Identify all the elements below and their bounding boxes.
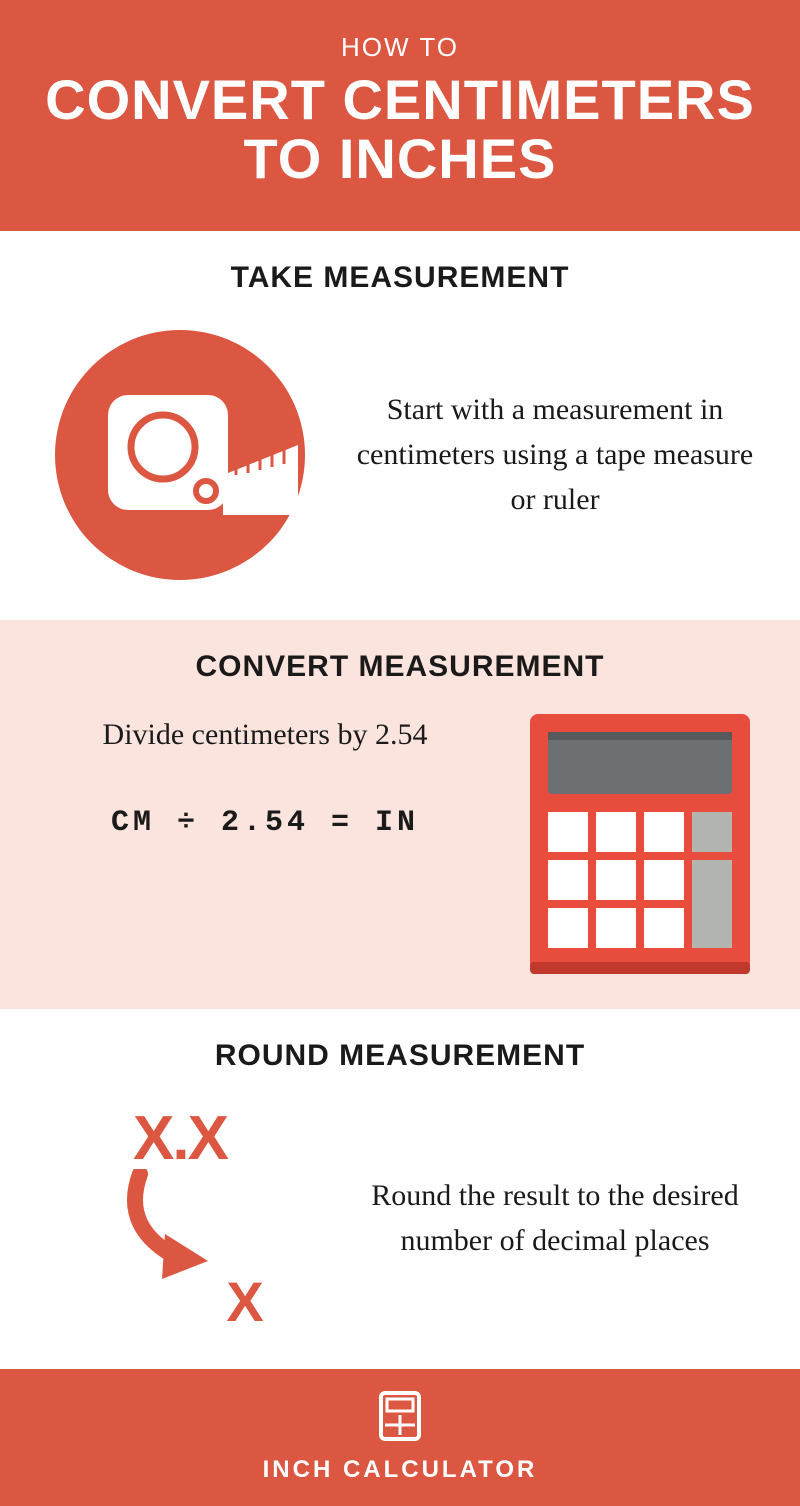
- round-icon: X.X X: [40, 1103, 320, 1334]
- section1-text: Start with a measurement in centimeters …: [350, 387, 760, 522]
- calculator-icon: [520, 714, 760, 974]
- xx-big: X.X: [133, 1103, 227, 1174]
- header-pretitle: HOW TO: [20, 32, 780, 63]
- section-round-measurement: ROUND MEASUREMENT X.X X Round the result…: [0, 1009, 800, 1369]
- header: HOW TO CONVERT CENTIMETERS TO INCHES: [0, 0, 800, 231]
- section1-title: TAKE MEASUREMENT: [40, 261, 760, 295]
- calculator-logo-icon: [375, 1391, 425, 1441]
- section2-text: Divide centimeters by 2.54: [40, 714, 490, 756]
- footer: INCH CALCULATOR: [0, 1369, 800, 1506]
- header-title: CONVERT CENTIMETERS TO INCHES: [20, 71, 780, 189]
- x-small: X: [226, 1269, 263, 1334]
- section-take-measurement: TAKE MEASUREMENT Start with a measuremen…: [0, 231, 800, 620]
- tape-measure-icon: [40, 325, 320, 585]
- section-convert-measurement: CONVERT MEASUREMENT Divide centimeters b…: [0, 620, 800, 1009]
- section2-title: CONVERT MEASUREMENT: [40, 650, 760, 684]
- section3-title: ROUND MEASUREMENT: [40, 1039, 760, 1073]
- footer-text: INCH CALCULATOR: [0, 1456, 800, 1484]
- section2-formula: CM ÷ 2.54 = IN: [40, 806, 490, 840]
- section3-text: Round the result to the desired number o…: [350, 1173, 760, 1263]
